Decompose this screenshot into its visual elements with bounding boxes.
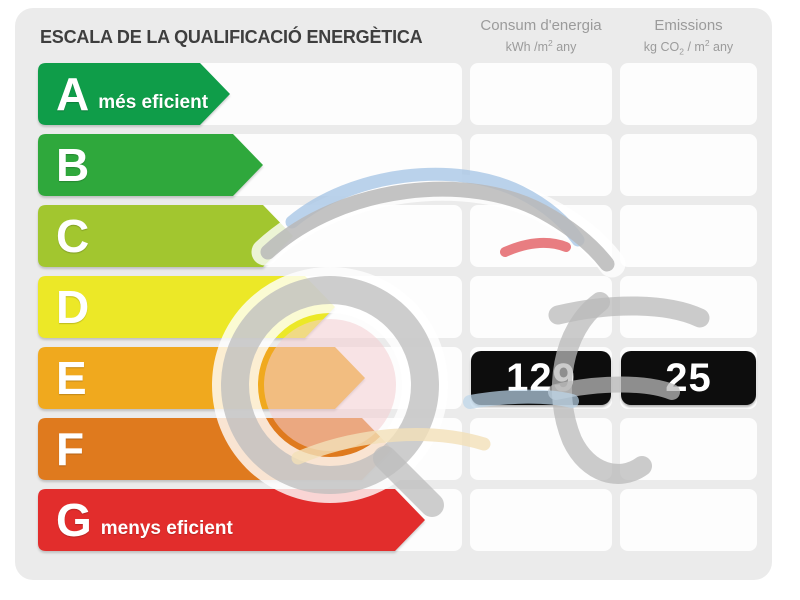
- scale-bar-cell: B: [38, 134, 462, 196]
- rating-bar-label: F: [56, 418, 84, 480]
- emissions-unit-exp: 2: [704, 38, 710, 48]
- rating-bar-label: G menys eficient: [56, 489, 233, 551]
- consum-cell: [470, 134, 612, 196]
- rating-bar: B: [38, 134, 263, 196]
- scale-bar-cell: E: [38, 347, 462, 409]
- emissions-unit-mid: / m: [683, 40, 705, 55]
- rating-bar-arrow: [38, 63, 230, 125]
- grade-letter: A: [56, 68, 90, 120]
- emissions-cell: [620, 134, 757, 196]
- rating-bar: A més eficient: [38, 63, 230, 125]
- emissions-value-box: 25: [621, 351, 756, 405]
- scale-bar-cell: F: [38, 418, 462, 480]
- emissions-unit: kg CO2 / m2 any: [620, 38, 757, 57]
- rating-bar-label: C: [56, 205, 89, 267]
- scale-row: A més eficient: [15, 63, 772, 125]
- emissions-unit-base: kg CO: [643, 40, 680, 55]
- consum-cell: [470, 489, 612, 551]
- emissions-cell: [620, 205, 757, 267]
- grade-letter: G: [56, 494, 92, 546]
- rating-bar-arrow: [38, 205, 293, 267]
- rating-bar-arrow: [38, 489, 425, 551]
- column-header-consum: Consum d'energia kWh /m2 any: [470, 17, 612, 54]
- emissions-cell: 25: [620, 347, 757, 409]
- rating-bar-label: D: [56, 276, 89, 338]
- rating-bar: D: [38, 276, 335, 338]
- scale-row: F: [15, 418, 772, 480]
- rating-bar: G menys eficient: [38, 489, 425, 551]
- emissions-value: 25: [665, 355, 712, 400]
- column-header-emissions: Emissions kg CO2 / m2 any: [620, 17, 757, 57]
- consum-label: Consum d'energia: [480, 17, 602, 34]
- rating-bar-arrow: [38, 418, 392, 480]
- scale-row: D: [15, 276, 772, 338]
- emissions-cell: [620, 489, 757, 551]
- scale-bar-cell: C: [38, 205, 462, 267]
- consum-unit-tail: any: [552, 40, 577, 55]
- grade-letter: F: [56, 423, 85, 475]
- scale-row: B: [15, 134, 772, 196]
- consum-cell: [470, 418, 612, 480]
- grade-note: menys eficient: [100, 518, 233, 539]
- emissions-label: Emissions: [654, 17, 723, 34]
- consum-unit-base: kWh /m: [505, 40, 548, 55]
- rating-bar-label: A més eficient: [56, 63, 208, 125]
- consum-unit: kWh /m2 any: [470, 38, 612, 54]
- scale-bar-cell: D: [38, 276, 462, 338]
- consum-cell: 129: [470, 347, 612, 409]
- consum-value-box: 129: [471, 351, 611, 405]
- rating-bar-label: E: [56, 347, 87, 409]
- scale-bar-cell: G menys eficient: [38, 489, 462, 551]
- rating-bar-label: B: [56, 134, 89, 196]
- label-card: ESCALA DE LA QUALIFICACIÓ ENERGÈTICA Con…: [15, 8, 772, 580]
- emissions-cell: [620, 418, 757, 480]
- grade-letter: D: [56, 281, 90, 333]
- consum-cell: [470, 276, 612, 338]
- grade-letter: E: [56, 352, 87, 404]
- consum-cell: [470, 205, 612, 267]
- scale-rows: A més eficient B: [15, 63, 772, 560]
- rating-bar: F: [38, 418, 392, 480]
- rating-bar-arrow: [38, 134, 263, 196]
- scale-bar-cell: A més eficient: [38, 63, 462, 125]
- scale-row: E 129 25: [15, 347, 772, 409]
- grade-letter: C: [56, 210, 90, 262]
- consum-cell: [470, 63, 612, 125]
- scale-row: G menys eficient: [15, 489, 772, 551]
- rating-bar: C: [38, 205, 293, 267]
- consum-value: 129: [506, 355, 576, 400]
- emissions-cell: [620, 63, 757, 125]
- scale-row: C: [15, 205, 772, 267]
- grade-letter: B: [56, 139, 90, 191]
- emissions-unit-tail: any: [709, 40, 734, 55]
- emissions-cell: [620, 276, 757, 338]
- page-title: ESCALA DE LA QUALIFICACIÓ ENERGÈTICA: [40, 27, 423, 47]
- grade-note: més eficient: [98, 92, 209, 113]
- rating-bar: E: [38, 347, 365, 409]
- emissions-unit-sub: 2: [679, 46, 684, 57]
- consum-unit-exp: 2: [547, 38, 553, 48]
- rating-bar-arrow: [38, 347, 365, 409]
